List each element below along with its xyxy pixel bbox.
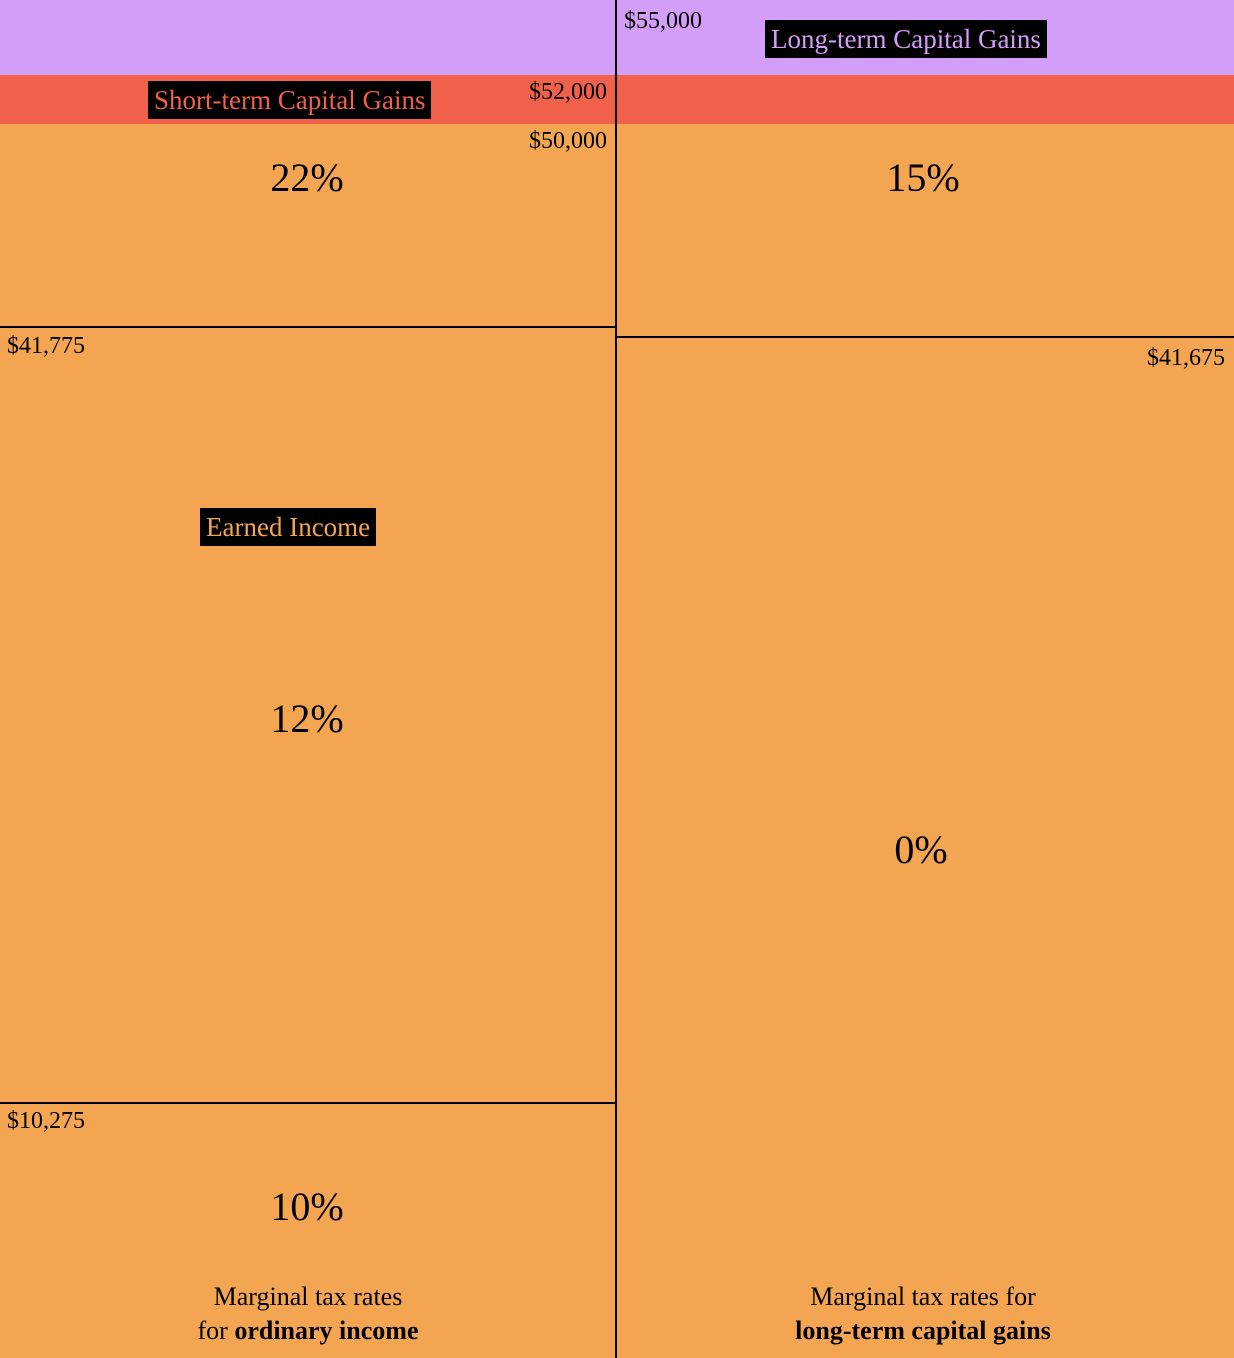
- earned-income-tag: Earned Income: [200, 508, 377, 546]
- caption: Marginal tax rates for long-term capital…: [795, 1280, 1051, 1348]
- short-term-tag: Short-term Capital Gains: [148, 81, 432, 119]
- caption: Marginal tax rates for ordinary income: [198, 1280, 419, 1348]
- caption-line: long-term capital gains: [795, 1314, 1051, 1348]
- rate-label: 10%: [270, 1184, 344, 1229]
- bracket-line: [0, 326, 615, 328]
- rate-label: 15%: [886, 155, 960, 200]
- column-divider: [615, 0, 617, 1358]
- caption-line: Marginal tax rates for: [810, 1282, 1036, 1311]
- threshold-label: $10,275: [7, 1108, 85, 1134]
- caption-line: Marginal tax rates: [213, 1282, 403, 1311]
- amount-label: $50,000: [529, 128, 607, 154]
- rate-label: 0%: [894, 827, 948, 872]
- amount-label: $52,000: [529, 79, 607, 105]
- rate-label: 22%: [270, 155, 344, 200]
- bracket-line: [0, 1102, 615, 1104]
- threshold-label: $41,775: [7, 333, 85, 359]
- long-term-tag: Long-term Capital Gains: [765, 20, 1047, 58]
- threshold-label: $41,675: [1147, 345, 1225, 371]
- amount-label: $55,000: [624, 8, 702, 34]
- caption-bold: long-term capital gains: [795, 1316, 1051, 1345]
- caption-text: for: [197, 1316, 228, 1345]
- long-term-band: [0, 0, 1234, 75]
- caption-line: for ordinary income: [198, 1314, 419, 1348]
- bracket-line: [617, 336, 1234, 338]
- rate-label: 12%: [270, 696, 344, 741]
- caption-bold: ordinary income: [234, 1316, 419, 1345]
